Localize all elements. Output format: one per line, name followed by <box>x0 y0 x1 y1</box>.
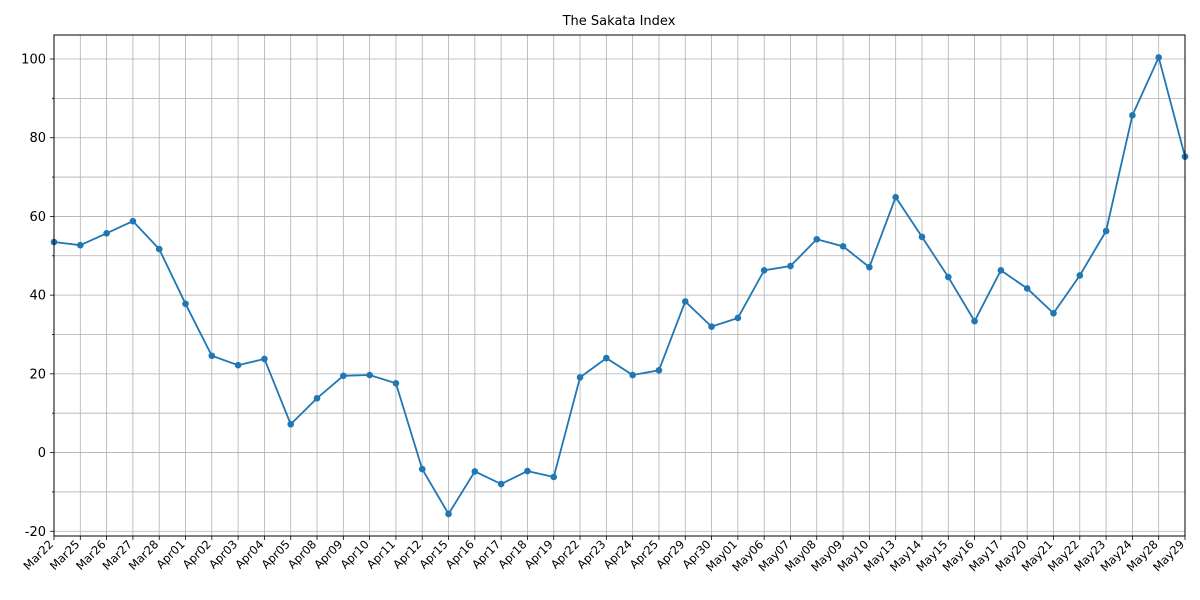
data-point <box>1102 227 1110 235</box>
data-point <box>234 361 242 369</box>
data-point <box>629 371 636 379</box>
data-point <box>1050 309 1057 317</box>
data-point <box>760 267 768 274</box>
x-tick-label: Apr09 <box>311 537 345 571</box>
y-tick-label: 40 <box>29 289 46 304</box>
plot-frame <box>53 34 1186 537</box>
data-point <box>1129 111 1136 119</box>
x-tick-label: Apr04 <box>232 537 266 571</box>
data-point <box>1023 285 1031 292</box>
data-point <box>418 465 426 473</box>
data-point <box>813 235 821 243</box>
x-tick-label: Apr05 <box>259 537 293 571</box>
y-tick-label: 60 <box>29 210 46 225</box>
y-tick-label: 80 <box>29 131 46 146</box>
data-point <box>77 241 84 249</box>
data-point <box>787 262 794 270</box>
x-tick-label: Apr19 <box>522 537 556 571</box>
x-tick-label: Apr15 <box>416 537 450 571</box>
data-point <box>313 394 321 402</box>
data-point <box>445 510 452 518</box>
series-markers <box>50 54 1189 518</box>
data-point <box>155 245 163 253</box>
data-point <box>366 371 373 379</box>
x-tick-label: Apr17 <box>469 537 503 571</box>
data-point <box>261 355 268 363</box>
data-point <box>681 298 689 305</box>
x-tick-label: Apr08 <box>285 537 319 571</box>
data-point <box>550 473 558 481</box>
data-point <box>471 468 479 475</box>
y-tick-label: 20 <box>29 367 46 382</box>
y-tick-label: 0 <box>38 446 46 461</box>
data-point <box>892 193 899 201</box>
data-point <box>208 352 216 360</box>
data-point <box>340 372 347 380</box>
data-point <box>655 367 663 374</box>
y-tick-label: 100 <box>21 53 46 68</box>
data-point <box>129 217 137 225</box>
data-point <box>1076 272 1084 279</box>
x-tick-label: Apr02 <box>180 537 214 571</box>
x-tick-label: Apr24 <box>600 537 634 571</box>
x-tick-label: Apr25 <box>627 537 661 571</box>
x-tick-label: Mar28 <box>126 537 162 573</box>
data-point <box>603 354 610 362</box>
x-tick-label: Apr29 <box>653 537 687 571</box>
y-axis: -20 0 20 40 60 80 100 <box>21 53 54 540</box>
series-line <box>53 54 1186 516</box>
x-tick-label: Apr10 <box>337 537 371 571</box>
x-tick-label: Apr01 <box>153 537 187 571</box>
data-point <box>524 467 531 475</box>
data-point <box>866 263 873 271</box>
x-tick-label: Apr11 <box>364 537 398 571</box>
x-tick-label: Apr16 <box>443 537 477 571</box>
data-point <box>839 243 847 250</box>
x-tick-label: Apr22 <box>548 537 582 571</box>
data-point <box>734 314 742 322</box>
data-point <box>918 233 926 241</box>
data-point <box>182 300 189 308</box>
data-point <box>997 267 1005 274</box>
data-point <box>971 317 978 325</box>
grid <box>53 35 1186 536</box>
x-tick-label: Apr03 <box>206 537 240 571</box>
x-tick-label: Apr23 <box>574 537 608 571</box>
data-point <box>497 480 505 488</box>
data-point <box>708 323 715 330</box>
x-tick-label: Apr12 <box>390 537 424 571</box>
data-point <box>287 420 295 428</box>
data-point <box>103 230 110 237</box>
x-axis: Mar22Mar25Mar26Mar27Mar28Apr01Apr02Apr03… <box>21 536 1187 574</box>
data-point <box>944 273 952 281</box>
y-tick-label: -20 <box>25 525 46 540</box>
data-point <box>1155 54 1162 61</box>
data-point <box>392 379 400 387</box>
data-point <box>576 374 584 381</box>
chart-title: The Sakata Index <box>562 14 676 29</box>
x-tick-label: Apr18 <box>495 537 529 571</box>
